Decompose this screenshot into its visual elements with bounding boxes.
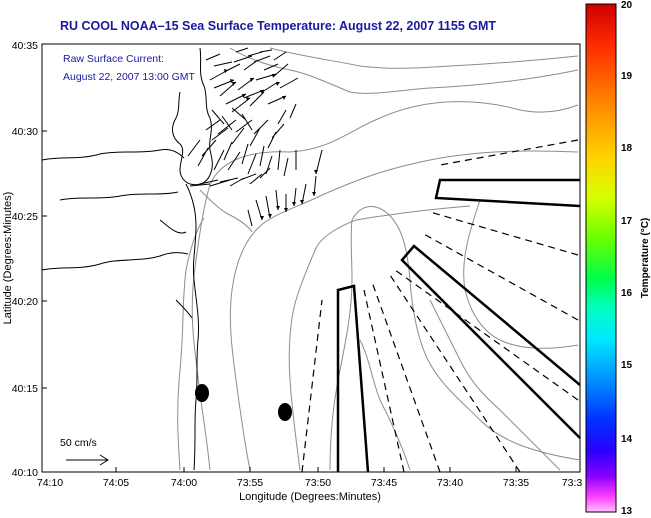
colorbar-tick-label: 19	[621, 71, 633, 82]
colorbar-tick-label: 16	[621, 288, 633, 299]
map-frame	[41, 43, 581, 473]
annotation-line-1: Raw Surface Current:	[63, 53, 164, 65]
colorbar-tick-label: 20	[621, 0, 633, 11]
colorbar-tick-label: 14	[621, 434, 633, 445]
colorbar-tick-label: 13	[621, 506, 633, 517]
station-marker	[278, 403, 292, 421]
y-tick-label: 40:10	[12, 467, 38, 479]
bathymetry-contours	[177, 47, 581, 471]
station-marker	[195, 384, 209, 402]
colorbar-tick-label: 18	[621, 143, 633, 154]
scale-label: 50 cm/s	[60, 437, 97, 449]
x-axis-title: Longitude (Degrees:Minutes)	[239, 491, 381, 503]
colorbar-tick-label: 15	[621, 360, 633, 371]
y-tick-label: 40:25	[12, 211, 38, 223]
colorbar-title: Temperature (°C)	[640, 218, 651, 299]
x-tick-label: 74:10	[37, 477, 63, 489]
y-tick-label: 40:30	[12, 126, 38, 138]
y-tick-labels: 40:35 40:30 40:25 40:20 40:15 40:10	[12, 40, 38, 479]
y-tick-label: 40:20	[12, 296, 38, 308]
x-tick-labels: 74:10 74:05 74:00 73:55 73:50 73:45 73:4…	[37, 477, 583, 489]
x-tick-label: 74:00	[171, 477, 197, 489]
colorbar-ticks: 20 19 18 17 16 15 14 13	[621, 0, 633, 517]
x-tick-label: 73:50	[305, 477, 331, 489]
y-tick-label: 40:15	[12, 383, 38, 395]
y-tick-marks	[42, 130, 47, 389]
x-tick-label: 73:3	[562, 477, 583, 489]
x-tick-label: 73:35	[503, 477, 529, 489]
colorbar-gradient	[585, 3, 617, 513]
x-tick-marks	[115, 467, 517, 472]
colorbar: 20 19 18 17 16 15 14 13 Temperature (°C)	[585, 0, 651, 517]
map-title: RU COOL NOAA–15 Sea Surface Temperature:…	[60, 19, 497, 33]
annotation-line-2: August 22, 2007 13:00 GMT	[63, 71, 196, 83]
y-tick-label: 40:35	[12, 40, 38, 52]
scale-arrow	[66, 454, 109, 466]
current-vectors	[187, 47, 323, 227]
sampling-tracks	[301, 139, 579, 473]
colorbar-tick-label: 17	[621, 216, 633, 227]
sampling-boxes	[336, 178, 581, 473]
x-tick-label: 73:40	[437, 477, 463, 489]
x-tick-label: 73:55	[237, 477, 263, 489]
x-tick-label: 74:05	[103, 477, 129, 489]
x-tick-label: 73:45	[371, 477, 397, 489]
y-axis-title: Latitude (Degrees:Minutes)	[2, 192, 14, 325]
